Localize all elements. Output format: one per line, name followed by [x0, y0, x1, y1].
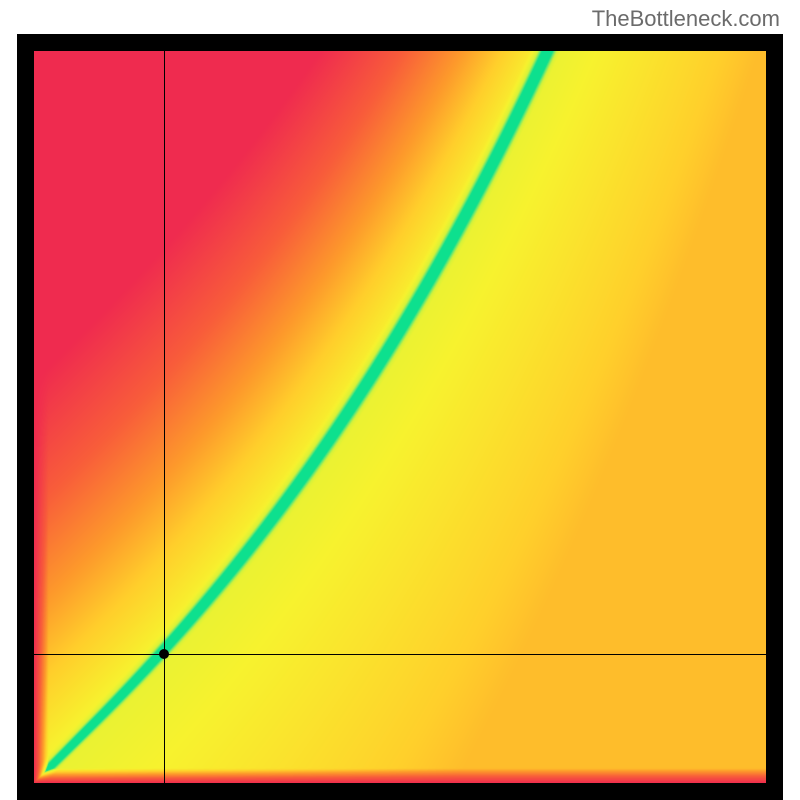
plot-area: [17, 34, 783, 800]
watermark-text: TheBottleneck.com: [592, 6, 780, 32]
chart-container: TheBottleneck.com: [0, 0, 800, 800]
crosshair-horizontal: [34, 654, 766, 655]
marker-dot: [159, 649, 169, 659]
heatmap-canvas: [34, 51, 766, 783]
crosshair-vertical: [164, 51, 165, 783]
